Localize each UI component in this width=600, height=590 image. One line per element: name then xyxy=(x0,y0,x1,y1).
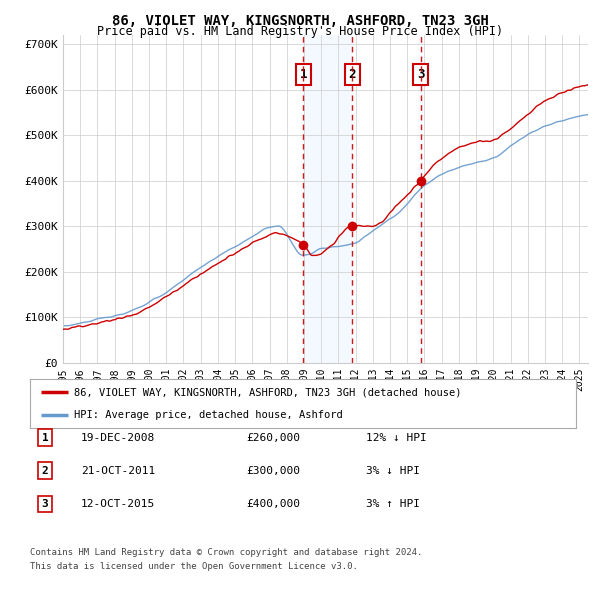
Text: 2: 2 xyxy=(41,466,49,476)
Text: Price paid vs. HM Land Registry's House Price Index (HPI): Price paid vs. HM Land Registry's House … xyxy=(97,25,503,38)
Text: 2: 2 xyxy=(349,68,356,81)
Text: 86, VIOLET WAY, KINGSNORTH, ASHFORD, TN23 3GH: 86, VIOLET WAY, KINGSNORTH, ASHFORD, TN2… xyxy=(112,14,488,28)
Bar xyxy=(418,35,423,363)
Text: 1: 1 xyxy=(299,68,307,81)
Text: 21-OCT-2011: 21-OCT-2011 xyxy=(81,466,155,476)
Text: 1: 1 xyxy=(41,433,49,442)
Text: £400,000: £400,000 xyxy=(246,499,300,509)
Text: 3: 3 xyxy=(417,68,424,81)
Text: £260,000: £260,000 xyxy=(246,433,300,442)
Text: HPI: Average price, detached house, Ashford: HPI: Average price, detached house, Ashf… xyxy=(74,409,343,419)
Text: 3: 3 xyxy=(41,499,49,509)
Text: 19-DEC-2008: 19-DEC-2008 xyxy=(81,433,155,442)
Bar xyxy=(303,35,352,363)
Text: Contains HM Land Registry data © Crown copyright and database right 2024.: Contains HM Land Registry data © Crown c… xyxy=(30,548,422,556)
Text: 3% ↑ HPI: 3% ↑ HPI xyxy=(366,499,420,509)
Text: 86, VIOLET WAY, KINGSNORTH, ASHFORD, TN23 3GH (detached house): 86, VIOLET WAY, KINGSNORTH, ASHFORD, TN2… xyxy=(74,388,461,398)
Text: £300,000: £300,000 xyxy=(246,466,300,476)
Text: 12% ↓ HPI: 12% ↓ HPI xyxy=(366,433,427,442)
Text: 12-OCT-2015: 12-OCT-2015 xyxy=(81,499,155,509)
Text: 3% ↓ HPI: 3% ↓ HPI xyxy=(366,466,420,476)
Text: This data is licensed under the Open Government Licence v3.0.: This data is licensed under the Open Gov… xyxy=(30,562,358,571)
